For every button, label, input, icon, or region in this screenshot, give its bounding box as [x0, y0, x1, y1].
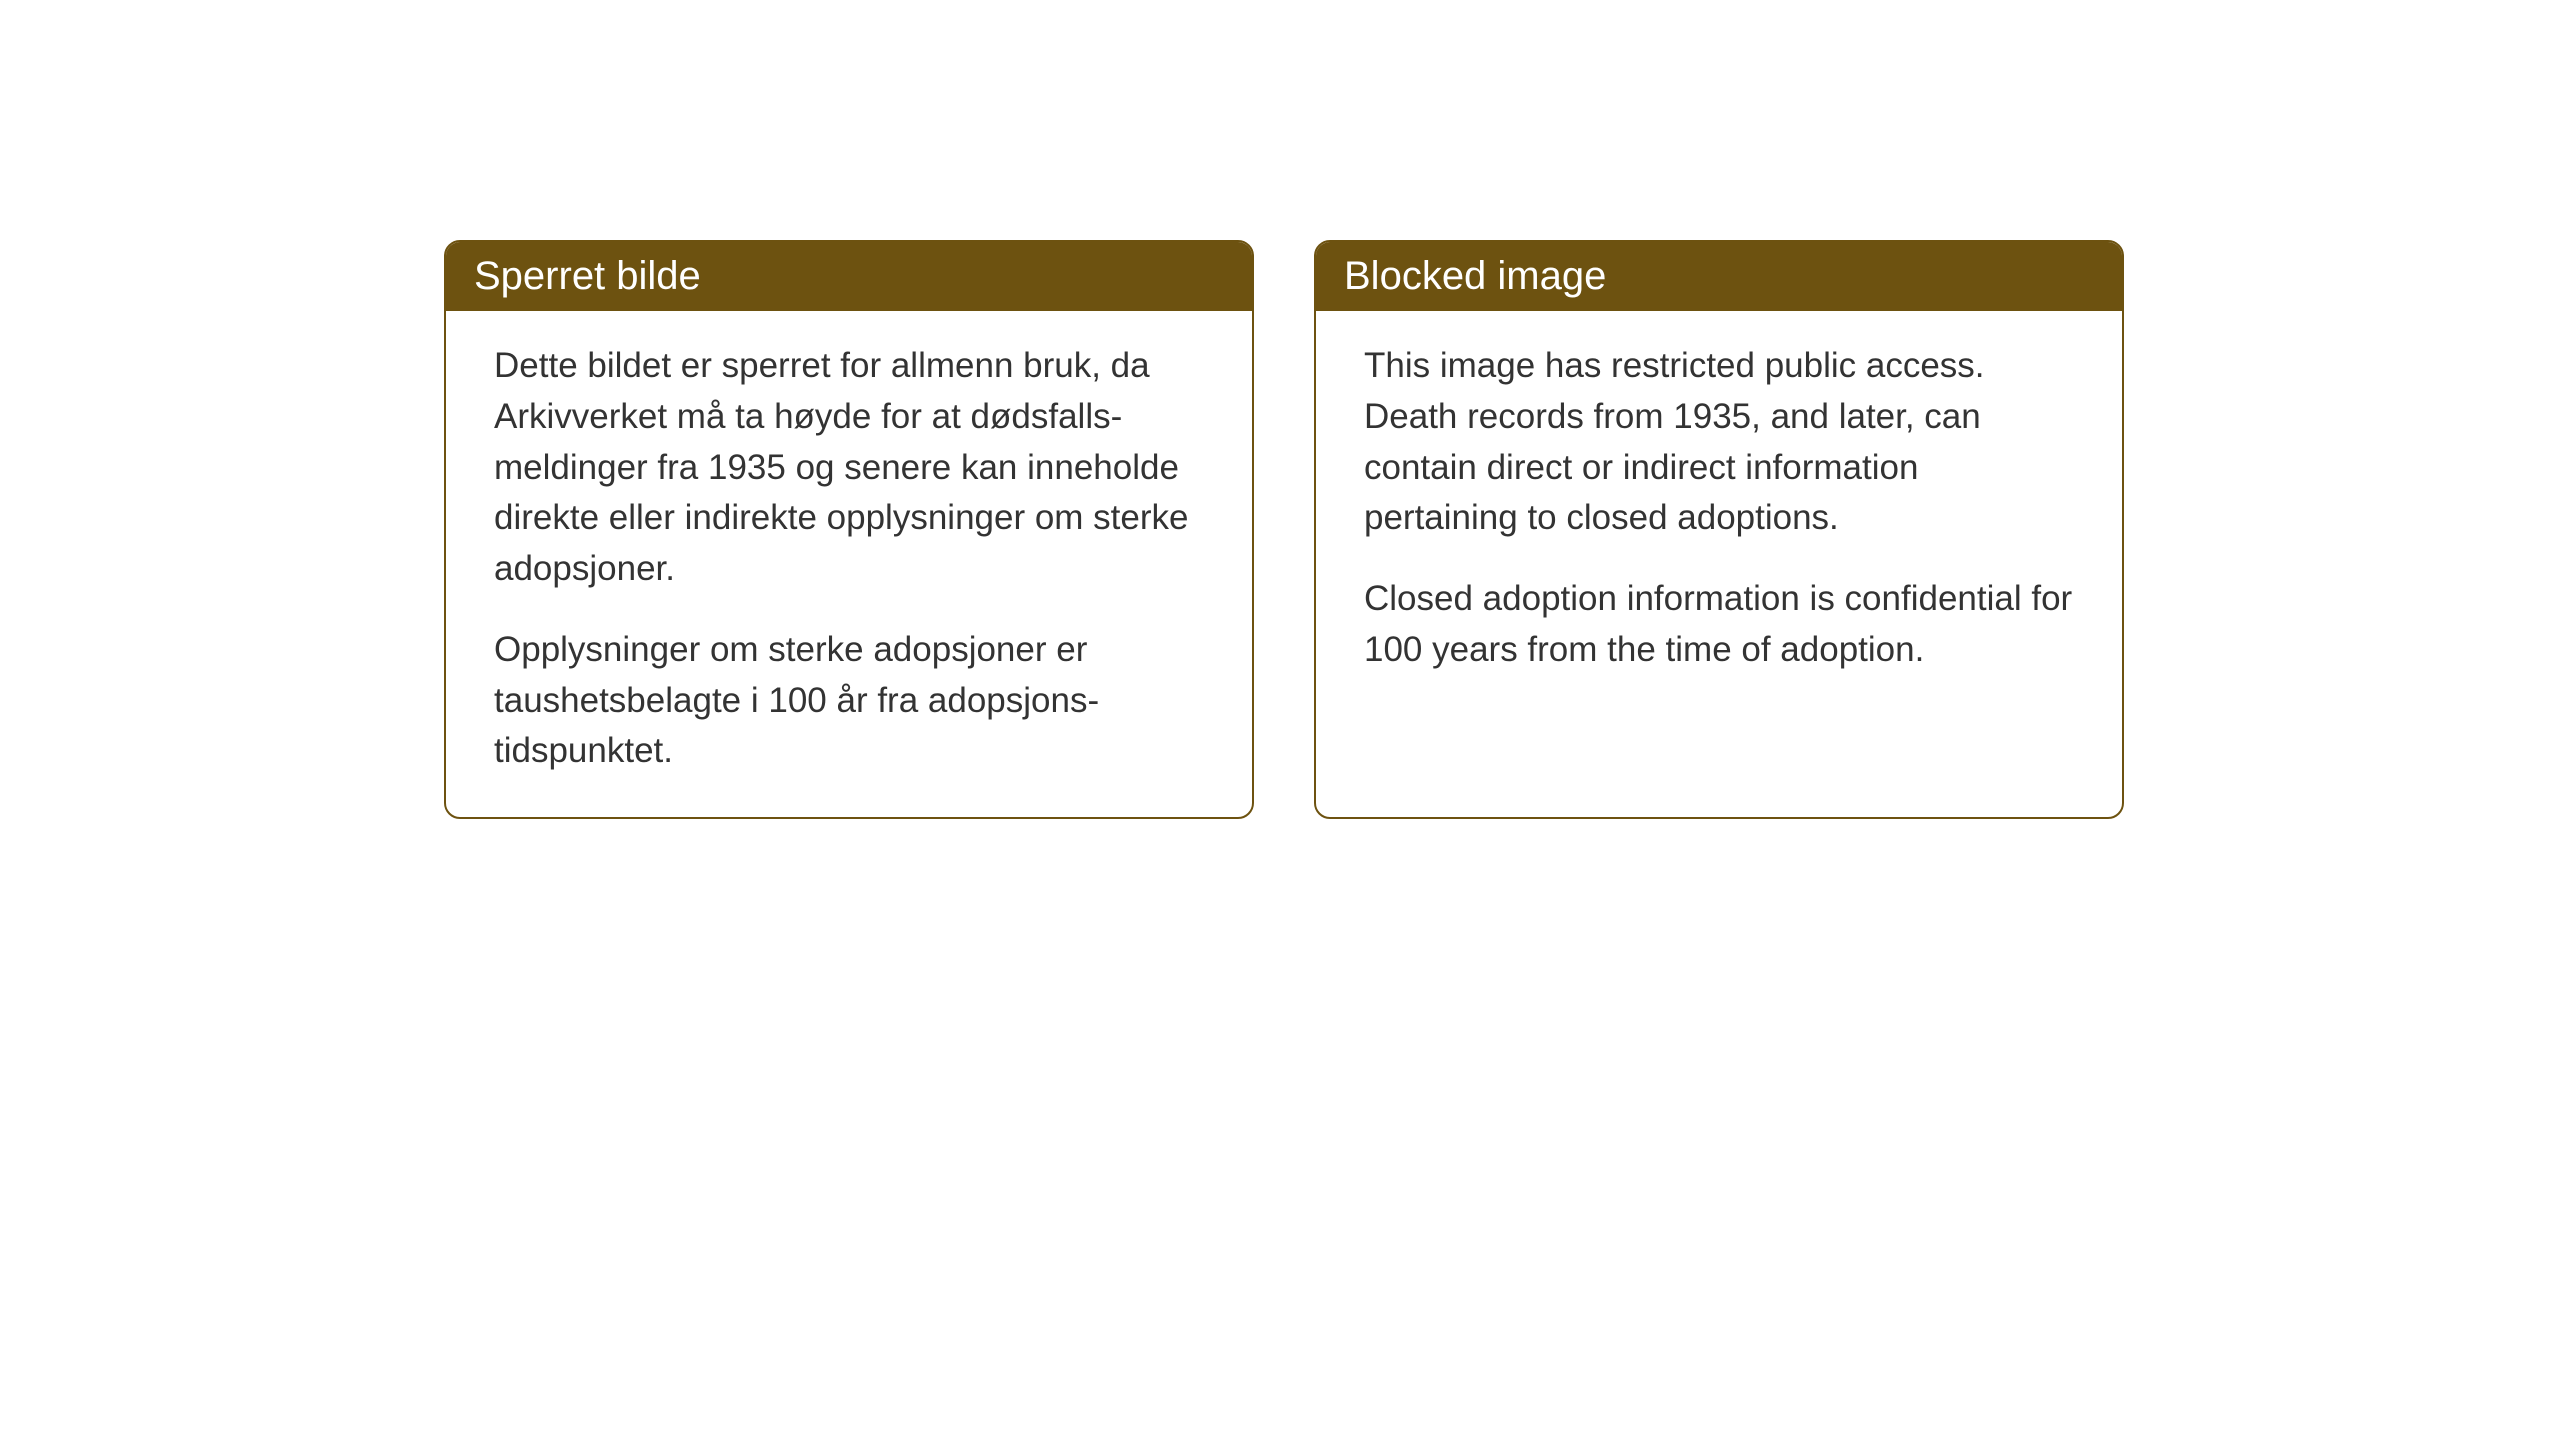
english-card-body: This image has restricted public access.… [1316, 311, 2122, 716]
english-paragraph-2: Closed adoption information is confident… [1364, 574, 2074, 676]
notice-container: Sperret bilde Dette bildet er sperret fo… [444, 240, 2124, 819]
english-card-title: Blocked image [1316, 242, 2122, 311]
norwegian-notice-card: Sperret bilde Dette bildet er sperret fo… [444, 240, 1254, 819]
norwegian-paragraph-2: Opplysninger om sterke adopsjoner er tau… [494, 625, 1204, 777]
english-notice-card: Blocked image This image has restricted … [1314, 240, 2124, 819]
norwegian-paragraph-1: Dette bildet er sperret for allmenn bruk… [494, 341, 1204, 595]
english-paragraph-1: This image has restricted public access.… [1364, 341, 2074, 544]
norwegian-card-title: Sperret bilde [446, 242, 1252, 311]
norwegian-card-body: Dette bildet er sperret for allmenn bruk… [446, 311, 1252, 817]
